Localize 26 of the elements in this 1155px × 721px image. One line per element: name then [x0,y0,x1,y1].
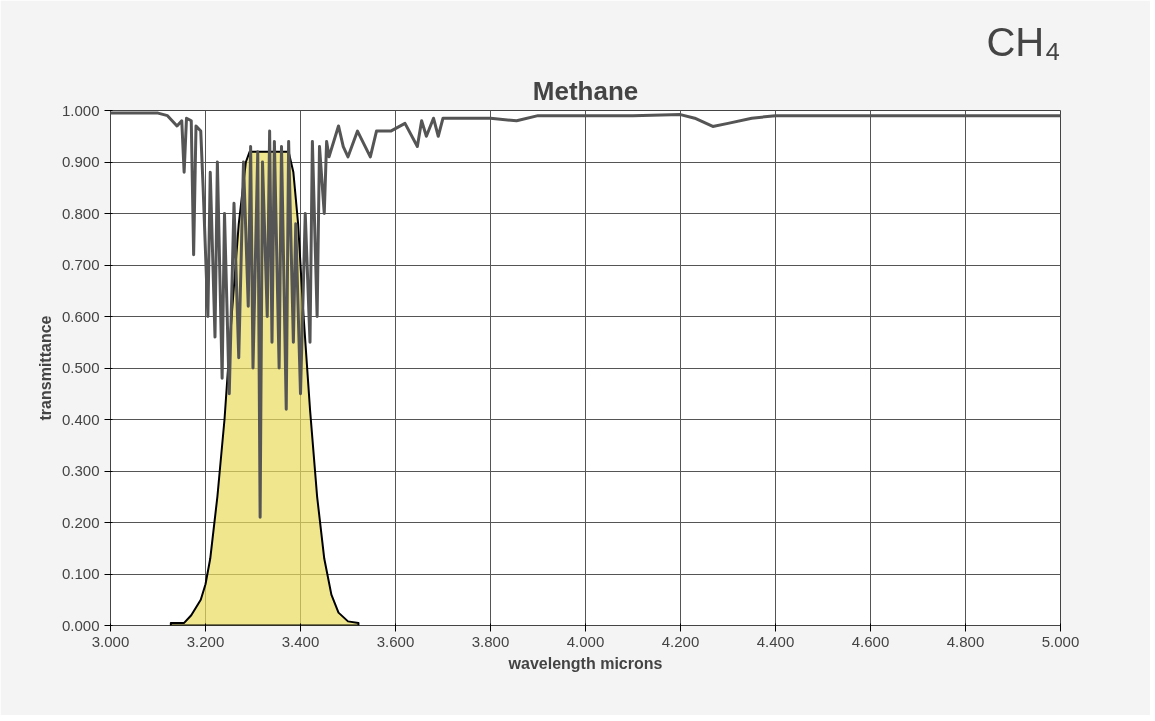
y-tick-label: 0.600 [61,307,100,325]
y-tick-label: 0.300 [61,462,100,479]
y-axis-title: transmittance [36,315,54,421]
chart-title: Methane [532,75,639,106]
y-tick-label: 0.900 [61,153,100,170]
x-tick-label: 3.600 [376,632,415,650]
y-tick-label: 0.000 [61,616,100,634]
x-tick-label: 4.600 [851,632,890,650]
x-tick-label: 3.400 [281,632,320,650]
y-tick-label: 1.000 [61,101,100,119]
x-tick-label: 3.000 [91,632,130,650]
x-tick-label: 4.800 [946,632,985,650]
y-tick-label: 0.200 [61,513,100,531]
text: CH₄ [986,19,1061,64]
y-tick-label: 0.100 [61,565,100,582]
y-tick-label: 0.400 [61,410,100,428]
y-tick-label: 0.800 [61,204,100,222]
x-tick-label: 3.800 [471,632,510,650]
y-tick-label: 0.500 [61,359,100,376]
x-tick-label: 5.000 [1041,632,1080,650]
y-tick-label: 0.700 [61,256,100,273]
x-tick-label: 3.200 [186,632,225,650]
x-tick-label: 4.400 [756,632,795,650]
x-tick-label: 4.000 [566,632,605,650]
x-tick-label: 4.200 [661,632,700,650]
x-axis-title: wavelength microns [507,654,663,672]
